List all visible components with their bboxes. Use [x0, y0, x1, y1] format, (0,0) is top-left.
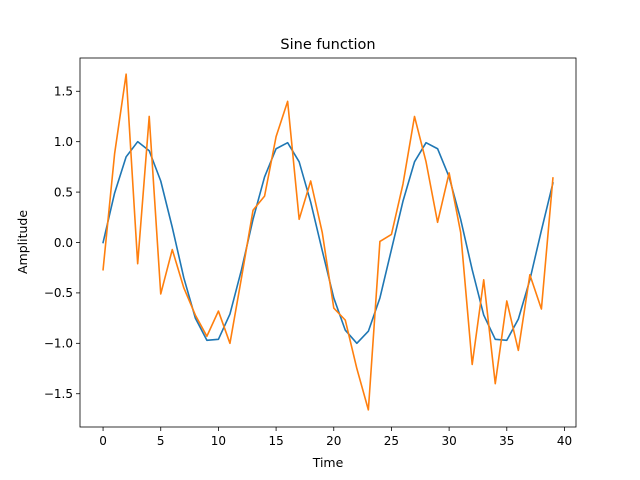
- series-line-2: [102, 73, 554, 411]
- y-tick-label: 1.0: [54, 135, 73, 149]
- y-tick-label: −0.5: [44, 286, 73, 300]
- y-axis-ticks: −1.5 −1.0 −0.5 0.0 0.5 1.0 1.5: [44, 85, 80, 401]
- y-tick-label: −1.0: [44, 337, 73, 351]
- x-tick-label: 10: [211, 434, 226, 448]
- y-axis-label: Amplitude: [15, 210, 30, 274]
- x-tick-label: 35: [499, 434, 514, 448]
- x-axis-ticks: 0 5 10 15 20 25 30 35 40: [99, 427, 572, 448]
- chart-title: Sine function: [280, 37, 375, 53]
- x-tick-label: 30: [441, 434, 456, 448]
- x-tick-label: 25: [384, 434, 399, 448]
- x-tick-label: 15: [268, 434, 283, 448]
- y-tick-label: −1.5: [44, 387, 73, 401]
- x-axis-label: Time: [312, 455, 344, 470]
- y-tick-label: 0.5: [54, 185, 73, 199]
- x-tick-label: 20: [326, 434, 341, 448]
- x-tick-label: 0: [99, 434, 107, 448]
- y-tick-label: 1.5: [54, 85, 73, 99]
- y-tick-label: 0.0: [54, 236, 73, 250]
- x-tick-label: 5: [157, 434, 165, 448]
- x-tick-label: 40: [557, 434, 572, 448]
- plot-frame: [79, 57, 577, 428]
- series-layer: [102, 73, 554, 411]
